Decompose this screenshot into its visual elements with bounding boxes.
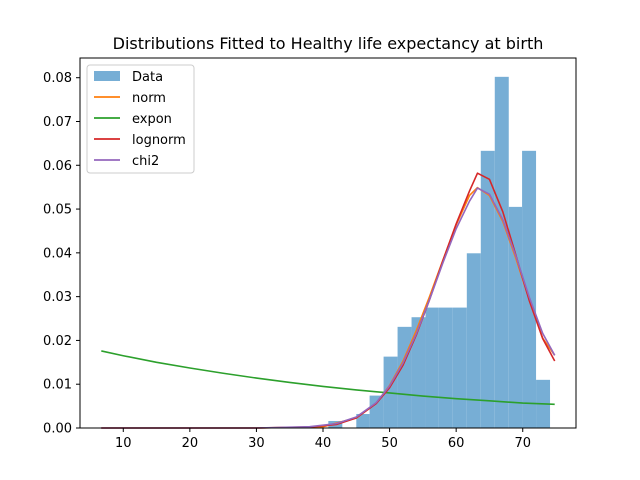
y-tick-label: 0.00	[43, 422, 72, 437]
legend: Data norm expon lognorm chi2	[86, 64, 195, 174]
histogram-bar	[438, 307, 453, 428]
histogram-bar	[480, 150, 495, 428]
histogram-bar	[494, 76, 509, 428]
histogram-bar	[397, 326, 412, 428]
legend-label: lognorm	[132, 133, 186, 148]
x-tick-label: 20	[182, 436, 199, 451]
y-axis: 0.00 0.01 0.02 0.03 0.04 0.05 0.06 0.07 0.08	[43, 71, 80, 437]
y-tick-label: 0.08	[43, 71, 72, 86]
fitted-curves	[101, 172, 556, 429]
y-tick-label: 0.06	[43, 159, 72, 174]
legend-swatch	[94, 71, 120, 81]
y-tick-label: 0.07	[43, 115, 72, 130]
x-tick-label: 40	[315, 436, 332, 451]
legend-label: Data	[132, 70, 163, 85]
legend-label: norm	[132, 91, 166, 106]
series-line-chi2	[101, 187, 556, 429]
x-tick-label: 60	[448, 436, 465, 451]
legend-label: chi2	[132, 154, 159, 169]
y-tick-label: 0.04	[43, 246, 72, 261]
plot-frame	[79, 57, 577, 429]
x-axis: 10 20 30 40 50 60 70	[115, 428, 531, 451]
y-tick-label: 0.01	[43, 378, 72, 393]
legend-label: expon	[132, 112, 172, 127]
y-tick-label: 0.02	[43, 334, 72, 349]
x-tick-label: 50	[381, 436, 398, 451]
histogram-bar	[356, 413, 370, 428]
y-tick-label: 0.05	[43, 203, 72, 218]
histogram-bar	[522, 150, 537, 428]
x-tick-label: 10	[115, 436, 132, 451]
histogram-bar	[369, 395, 384, 428]
histogram-bar	[411, 317, 426, 428]
histogram-bar	[425, 307, 439, 428]
histogram-bar	[452, 307, 467, 428]
legend-box	[86, 64, 195, 174]
histogram-bars	[328, 76, 551, 428]
x-tick-label: 70	[514, 436, 531, 451]
histogram-bar	[466, 253, 481, 428]
series-line-expon	[101, 350, 555, 406]
x-tick-label: 30	[248, 436, 265, 451]
y-tick-label: 0.03	[43, 290, 72, 305]
chart-title: Distributions Fitted to Healthy life exp…	[113, 34, 544, 53]
